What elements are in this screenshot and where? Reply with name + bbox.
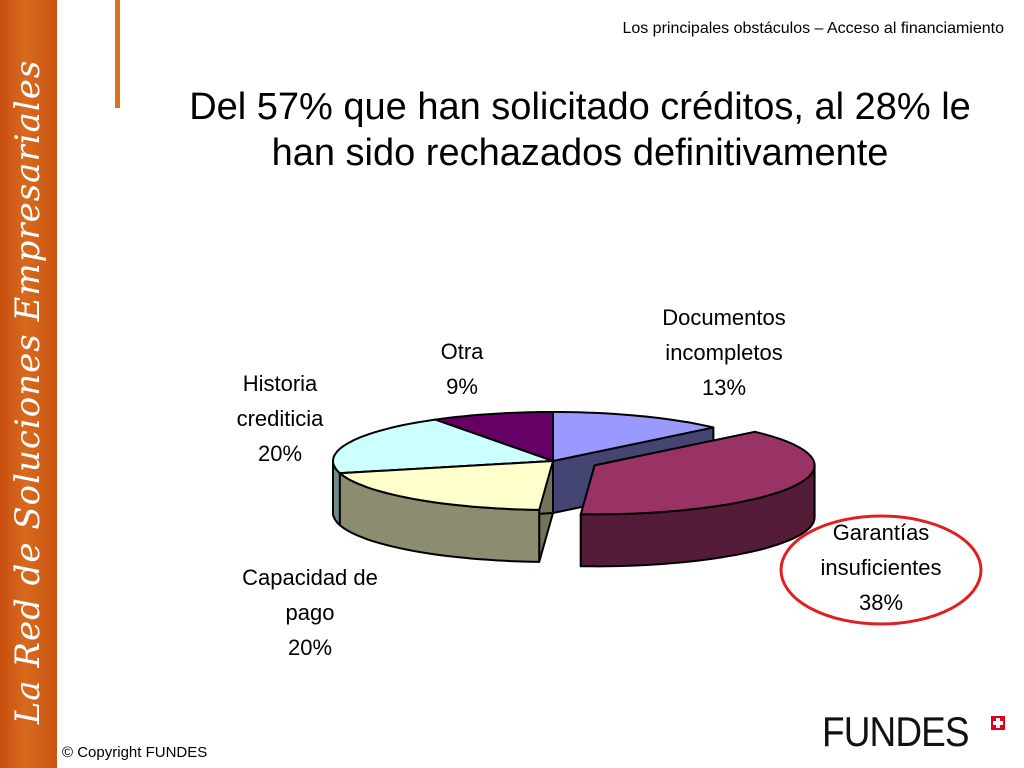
slice-label-capacidad: Capacidad de pago 20%	[242, 560, 378, 665]
slice-label-line1: Capacidad de	[242, 565, 378, 590]
page-title: Del 57% que han solicitado créditos, al …	[189, 86, 971, 174]
accent-bar	[115, 0, 120, 108]
pie-slices	[332, 411, 816, 568]
slice-label-line1: Documentos	[662, 305, 786, 330]
slice-label-historia: Historia crediticia 20%	[237, 366, 324, 471]
slice-otra	[434, 411, 554, 462]
slice-label-value: 38%	[858, 590, 904, 615]
brand-wordmark: FUNDES	[822, 708, 970, 755]
slice-label-garantias: Garantías insuficientes 38%	[820, 515, 941, 620]
slice-label-line2: crediticia	[236, 406, 324, 431]
header-caption: Los principales obstáculos – Acceso al f…	[622, 20, 1004, 37]
slice-label-line2: insuficientes	[820, 555, 942, 580]
slice-label-value: 20%	[287, 635, 333, 660]
slice-label-line1: Garantías	[832, 520, 930, 545]
slice-label-value: 9%	[446, 374, 478, 399]
slice-label-documentos: Documentos incompletos 13%	[662, 300, 786, 405]
slice-label-line1: Otra	[440, 339, 484, 364]
swiss-cross-icon	[990, 716, 1005, 730]
slice-garantías	[579, 430, 816, 516]
slice-label-line2: incompletos	[665, 340, 783, 365]
slice-label-value: 13%	[701, 375, 747, 400]
slice-documentos	[552, 411, 715, 462]
highlight-ring	[779, 514, 983, 626]
slice-capacidad	[338, 460, 554, 511]
slice-label-line1: Historia	[242, 371, 318, 396]
fundes-logo: FUNDES	[822, 708, 1005, 756]
sidebar: La Red de Soluciones Empresariales	[0, 0, 57, 768]
slice-label-line2: pago	[285, 600, 335, 625]
copyright-text: © Copyright FUNDES	[62, 744, 208, 761]
slice-label-otra: Otra 9%	[441, 334, 484, 404]
slice-label-value: 20%	[257, 441, 303, 466]
slice-historia	[332, 418, 554, 475]
